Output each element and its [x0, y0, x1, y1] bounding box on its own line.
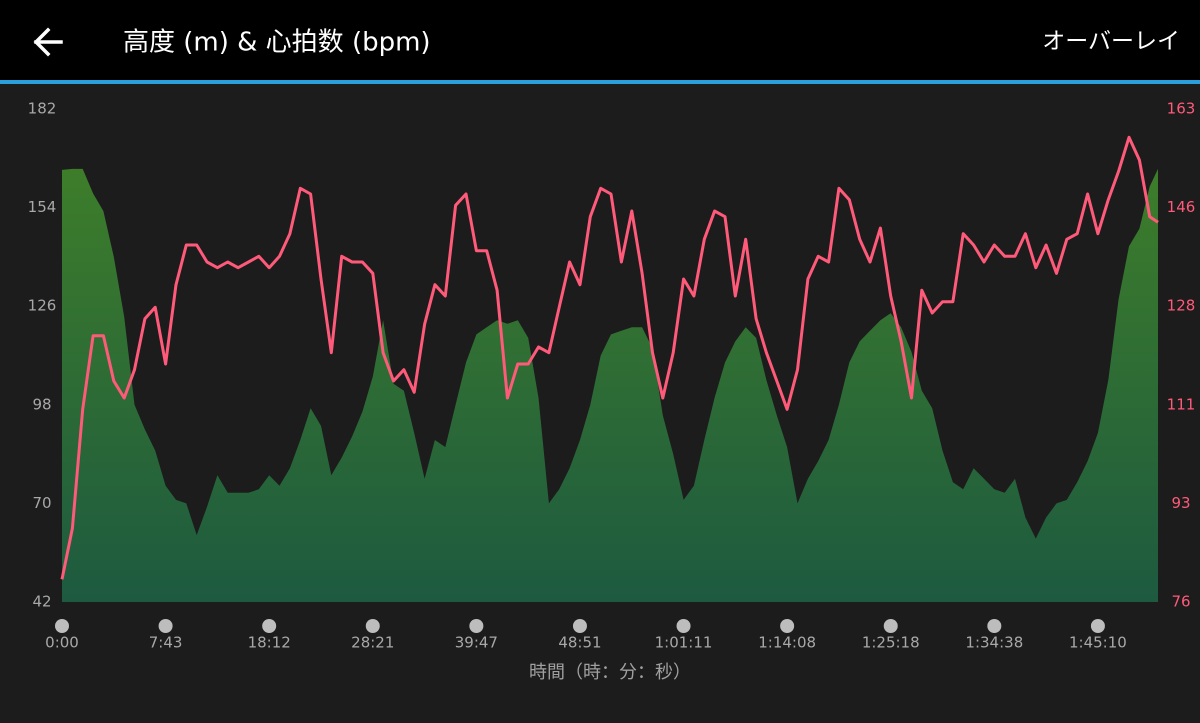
app-bar [0, 0, 1200, 80]
x-tick-dot [158, 619, 173, 633]
x-tick-label: 18:12 [248, 634, 291, 652]
x-tick-dot [55, 619, 69, 633]
x-tick-label: 1:45:10 [1069, 634, 1127, 652]
x-tick-label: 1:34:38 [965, 634, 1023, 652]
x-tick-dot [469, 619, 484, 633]
x-axis-label: 時間（時：分：秒） [529, 662, 691, 683]
y-tick-label: 42 [32, 593, 51, 611]
x-tick-dot [365, 619, 380, 633]
y2-tick-label: 128 [1167, 297, 1196, 315]
x-tick-dot [780, 619, 795, 633]
x-tick-label: 28:21 [351, 634, 394, 652]
y2-tick-label: 163 [1167, 100, 1196, 118]
back-button[interactable] [33, 27, 63, 57]
back-arrow [33, 27, 63, 57]
y-tick-label: 154 [28, 198, 57, 216]
y2-tick-label: 76 [1171, 593, 1190, 611]
app-bar-accent [0, 80, 1200, 84]
y2-tick-label: 93 [1171, 494, 1190, 512]
x-tick-label: 7:43 [149, 634, 183, 652]
y2-tick-label: 111 [1167, 395, 1196, 413]
x-tick-label: 48:51 [558, 634, 601, 652]
x-tick-dot [883, 619, 898, 633]
x-tick-label: 0:00 [45, 634, 79, 652]
overlay-button[interactable]: オーバーレイ [1042, 29, 1180, 55]
heart-rate-line [60, 135, 1159, 580]
y-tick-label: 70 [32, 494, 51, 512]
x-tick-dot [987, 619, 1002, 633]
y2-tick-label: 146 [1167, 198, 1196, 216]
elevation-area [62, 168, 1158, 602]
y-tick-label: 182 [28, 100, 57, 118]
x-tick-dot [1090, 619, 1105, 633]
x-tick-dot [572, 619, 587, 633]
x-tick-label: 1:14:08 [758, 634, 816, 652]
screen-title: 高度 (m) & 心拍数 (bpm) [123, 28, 431, 58]
x-tick-label: 39:47 [455, 634, 498, 652]
y-tick-label: 98 [32, 395, 51, 413]
x-tick-dot [262, 619, 277, 633]
x-tick-label: 1:01:11 [655, 634, 713, 652]
x-tick-dot [676, 619, 691, 633]
y-tick-label: 126 [28, 297, 57, 315]
x-tick-label: 1:25:18 [862, 634, 920, 652]
